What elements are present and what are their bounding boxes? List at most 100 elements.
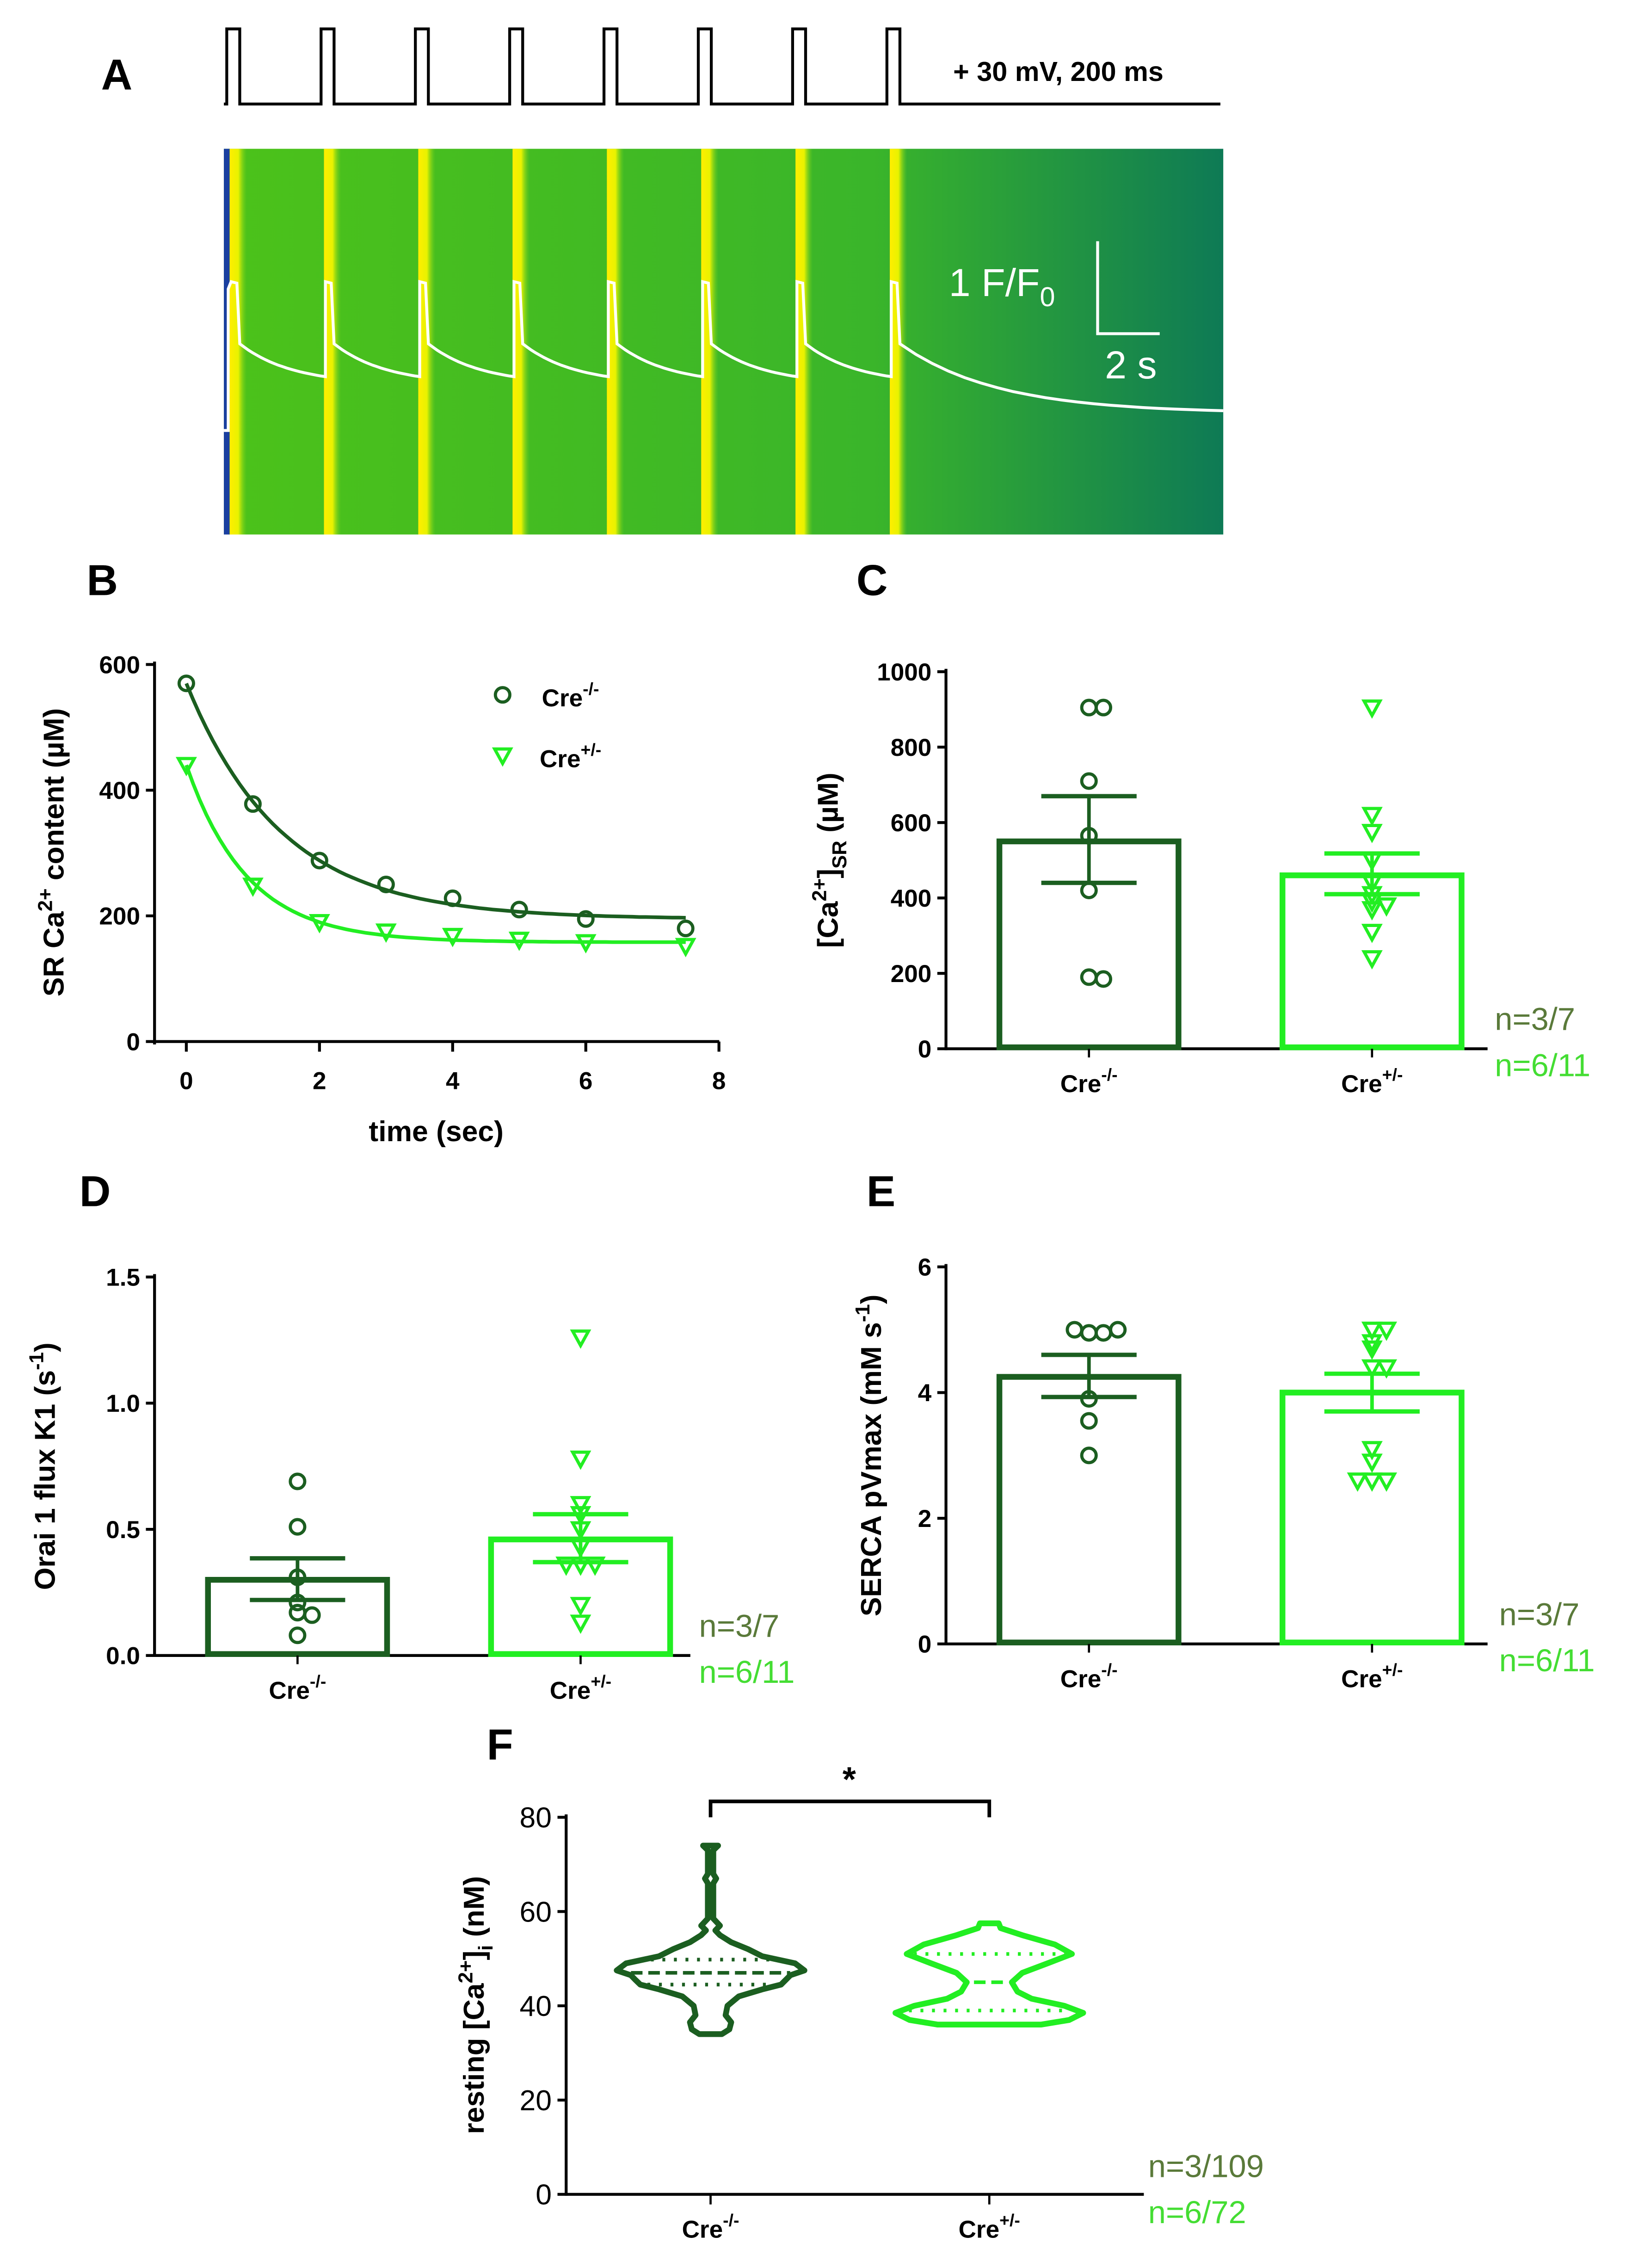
data-point-circle bbox=[310, 852, 328, 870]
data-point-circle bbox=[1080, 1446, 1098, 1465]
data-point-triangle bbox=[1361, 1441, 1383, 1461]
x-tick-label: 0 bbox=[179, 1068, 193, 1095]
data-point-circle bbox=[1080, 1390, 1098, 1408]
data-point-triangle bbox=[570, 1521, 591, 1541]
y-tick-label: 1000 bbox=[877, 659, 931, 686]
data-point-triangle bbox=[570, 1506, 591, 1526]
data-point-circle bbox=[1080, 827, 1098, 845]
panel-label-c: C bbox=[856, 556, 888, 605]
data-point-triangle bbox=[375, 923, 397, 943]
x-tick-label: Cre+/- bbox=[550, 1672, 611, 1705]
data-point-triangle bbox=[1361, 1322, 1383, 1341]
data-point-triangle bbox=[570, 1557, 591, 1576]
data-point-triangle bbox=[570, 1539, 591, 1558]
chart-f: 0 20 40 60 80 resting [Ca2+]i (nM) * Cre-/- Cre+… bbox=[454, 1760, 1264, 2243]
data-point-circle bbox=[1080, 968, 1098, 986]
data-point-triangle bbox=[1361, 807, 1383, 827]
y-axis-label: [Ca2+]SR (µM) bbox=[808, 772, 851, 948]
y-tick-label: 0 bbox=[126, 1028, 140, 1056]
y-tick-label: 200 bbox=[891, 960, 932, 988]
panel-label-a: A bbox=[101, 50, 133, 99]
data-point-triangle bbox=[1361, 875, 1383, 894]
y-tick-label: 400 bbox=[99, 777, 140, 804]
fit-curve-het bbox=[185, 764, 686, 944]
data-point-circle bbox=[303, 1606, 321, 1624]
y-tick-label: 0 bbox=[918, 1631, 932, 1658]
x-tick-label: 8 bbox=[712, 1068, 726, 1095]
y-axis-label: SERCA pVmax (mM s-1) bbox=[851, 1294, 887, 1616]
data-point-triangle bbox=[570, 1614, 591, 1634]
x-tick-label: Cre-/- bbox=[542, 679, 599, 712]
panel-label-e: E bbox=[867, 1167, 895, 1216]
x-tick-label: Cre+/- bbox=[1341, 1065, 1403, 1098]
data-point-triangle bbox=[1361, 1340, 1383, 1360]
significance-star: * bbox=[843, 1760, 856, 1798]
panel-label-f: F bbox=[487, 1720, 513, 1769]
data-point-circle bbox=[289, 1604, 307, 1622]
voltage-protocol-trace bbox=[224, 27, 1220, 105]
data-point-circle bbox=[677, 920, 695, 938]
data-point-circle bbox=[1094, 698, 1113, 717]
y-tick-label: 60 bbox=[520, 1896, 552, 1928]
fit-curve-ko bbox=[185, 682, 686, 920]
y-tick-label: 6 bbox=[918, 1254, 932, 1281]
x-axis-label: time (sec) bbox=[369, 1115, 504, 1148]
n-label: n=6/11 bbox=[1495, 1048, 1590, 1083]
data-point-circle bbox=[510, 901, 528, 919]
x-tick-label: 4 bbox=[446, 1068, 460, 1095]
y-tick-label: 80 bbox=[520, 1802, 552, 1834]
bar-ko bbox=[996, 1374, 1182, 1646]
data-point-triangle bbox=[308, 914, 330, 933]
data-point-triangle bbox=[1376, 897, 1398, 917]
y-tick-label: 600 bbox=[891, 810, 932, 837]
x-tick-label: Cre-/- bbox=[1060, 1065, 1118, 1098]
data-point-circle bbox=[443, 889, 462, 907]
data-point-circle bbox=[289, 1518, 307, 1536]
significance-bracket bbox=[708, 1799, 992, 1817]
data-point-circle bbox=[1080, 881, 1098, 899]
n-label: n=3/7 bbox=[1499, 1596, 1580, 1632]
linescan-background bbox=[224, 148, 1224, 535]
y-tick-label: 800 bbox=[891, 734, 932, 761]
y-tick-label: 20 bbox=[520, 2084, 552, 2117]
y-axis-label: resting [Ca2+]i (nM) bbox=[454, 1876, 497, 2134]
data-point-circle bbox=[289, 1568, 307, 1586]
panel-a: A + 30 mV, 200 ms 1 F/F0 2 s bbox=[101, 27, 1224, 535]
data-point-triangle bbox=[570, 1450, 591, 1470]
data-point-circle bbox=[1080, 772, 1098, 790]
data-point-circle bbox=[289, 1594, 307, 1612]
data-point-circle bbox=[1080, 1324, 1098, 1342]
calcium-fluorescence-trace bbox=[224, 279, 1224, 432]
data-point-triangle bbox=[1347, 1472, 1368, 1492]
x-tick-label: Cre+/- bbox=[540, 740, 601, 772]
bar-het bbox=[1279, 1390, 1465, 1646]
data-point-triangle bbox=[570, 1496, 591, 1515]
data-point-circle bbox=[1109, 1321, 1127, 1339]
y-tick-label: 1.0 bbox=[106, 1390, 140, 1417]
x-tick-label: 6 bbox=[579, 1068, 593, 1095]
x-tick-label: Cre-/- bbox=[682, 2210, 739, 2243]
data-point-triangle bbox=[1361, 1359, 1383, 1379]
y-axis-label: SR Ca2+ content (µM) bbox=[34, 708, 70, 996]
data-point-triangle bbox=[1376, 1359, 1398, 1379]
data-point-circle bbox=[289, 1472, 307, 1490]
data-point-circle bbox=[244, 795, 262, 813]
chart-d: 0.0 0.5 1.0 1.5 Orai 1 flux K1 (s-1) Cre-/- Cr… bbox=[25, 1264, 795, 1704]
x-tick-label: Cre+/- bbox=[959, 2210, 1020, 2243]
y-tick-label: 200 bbox=[99, 903, 140, 930]
x-tick-label: Cre-/- bbox=[1060, 1660, 1118, 1693]
y-tick-label: 0 bbox=[536, 2179, 552, 2211]
y-tick-label: 1.5 bbox=[106, 1264, 140, 1291]
data-point-circle bbox=[1080, 1412, 1098, 1430]
y-tick-label: 4 bbox=[918, 1379, 932, 1407]
panel-label-b: B bbox=[86, 556, 118, 605]
violin-ko bbox=[614, 1842, 807, 2037]
data-point-circle bbox=[177, 674, 195, 692]
scale-bar-x-label: 2 s bbox=[1105, 343, 1157, 387]
data-point-triangle bbox=[1361, 824, 1383, 843]
x-tick-label: 2 bbox=[313, 1068, 326, 1095]
data-point-circle bbox=[1094, 1324, 1113, 1342]
y-tick-label: 600 bbox=[99, 651, 140, 679]
data-point-triangle bbox=[575, 934, 597, 954]
